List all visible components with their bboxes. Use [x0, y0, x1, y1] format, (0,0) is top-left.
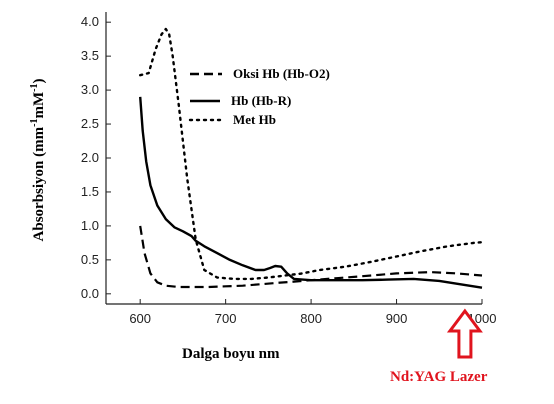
legend-label-hb: Hb (Hb-R): [231, 93, 291, 108]
y-axis-title-part-2: mM: [31, 92, 47, 119]
x-tick-label: 700: [215, 311, 237, 326]
x-tick-label: 900: [386, 311, 408, 326]
y-tick-label: 0.5: [81, 252, 99, 267]
y-axis-title-part-3: ): [31, 79, 47, 84]
x-axis-title: Dalga boyu nm: [182, 346, 280, 362]
y-axis-ticks: 0.0 0.5 1.0 1.5 2.0 2.5 3.0 3.5 4.0: [81, 14, 111, 301]
y-tick-label: 3.0: [81, 82, 99, 97]
series-layer: [138, 27, 484, 289]
x-tick-label: 600: [129, 311, 151, 326]
legend-label-oksi-hb: Oksi Hb (Hb-O2): [233, 66, 330, 81]
laser-arrow: [446, 308, 483, 359]
y-tick-label: 3.5: [81, 48, 99, 63]
y-axis-title-sup-1: -1: [29, 119, 40, 127]
series-line-met-hb: [138, 27, 484, 281]
legend: Oksi Hb (Hb-O2) Hb (Hb-R) Met Hb: [188, 66, 330, 127]
y-tick-label: 4.0: [81, 14, 99, 29]
y-tick-label: 0.0: [81, 286, 99, 301]
y-tick-label: 2.0: [81, 150, 99, 165]
laser-label: Nd:YAG Lazer: [390, 369, 488, 385]
y-axis-title-sup-2: -1: [29, 84, 40, 92]
nd-yag-laser-annotation: Nd:YAG Lazer: [390, 308, 488, 385]
y-tick-label: 1.0: [81, 218, 99, 233]
series-line-oksi-hb: [139, 225, 483, 289]
series-line-hb: [139, 96, 483, 289]
y-tick-label: 1.5: [81, 184, 99, 199]
y-axis-title: Absorbsiyon (mm-1mM-1): [29, 79, 47, 242]
legend-label-met-hb: Met Hb: [233, 112, 276, 127]
y-axis-title-part-1: Absorbsiyon (mm: [31, 126, 47, 241]
x-axis-ticks: 600 700 800 900 1000: [129, 299, 496, 326]
x-tick-label: 800: [300, 311, 322, 326]
y-tick-label: 2.5: [81, 116, 99, 131]
plot-frame: [105, 12, 482, 305]
